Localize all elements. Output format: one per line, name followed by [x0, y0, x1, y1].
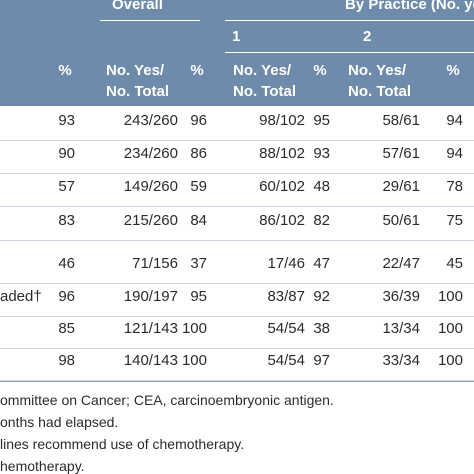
cell: 38: [313, 320, 330, 337]
cell: 85: [58, 320, 75, 337]
cell: 29/61: [382, 178, 420, 195]
row-label: aded†: [0, 288, 42, 305]
cell: 100: [181, 352, 207, 369]
column-header: No. Yes/ No. Total: [348, 62, 412, 100]
cell: 93: [313, 145, 330, 162]
cell: 94: [446, 112, 463, 129]
cell: 17/46: [267, 255, 305, 272]
header-rule: [225, 52, 474, 53]
cell: 92: [313, 288, 330, 305]
cell: 45: [446, 255, 463, 272]
cell: 100: [437, 352, 463, 369]
cell: 215/260: [123, 212, 178, 229]
header-band: [0, 0, 474, 106]
cell: 98/102: [259, 112, 305, 129]
cell: 22/47: [382, 255, 420, 272]
cell: 13/34: [382, 320, 420, 337]
row-rule: [0, 206, 474, 207]
cell: 190/197: [123, 288, 178, 305]
cell: 48: [313, 178, 330, 195]
footnote: lines recommend use of chemotherapy.: [0, 436, 245, 452]
cell: 59: [190, 178, 207, 195]
cell: 98: [58, 352, 75, 369]
cell: 47: [313, 255, 330, 272]
column-header: %: [313, 62, 327, 79]
cell: 96: [190, 112, 207, 129]
cell: 243/260: [123, 112, 178, 129]
practice-header: 2: [363, 28, 372, 45]
footnote: hemotherapy.: [0, 458, 85, 474]
cell: 234/260: [123, 145, 178, 162]
row-rule: [0, 173, 474, 174]
cell: 86/102: [259, 212, 305, 229]
cell: 97: [313, 352, 330, 369]
footnote: ommittee on Cancer; CEA, carcinoembryoni…: [0, 392, 334, 408]
cell: 82: [313, 212, 330, 229]
cell: 90: [58, 145, 75, 162]
row-rule: [0, 380, 474, 381]
cell: 83/87: [267, 288, 305, 305]
cell: 149/260: [123, 178, 178, 195]
column-header: %: [58, 62, 72, 79]
table-end-rule: [0, 381, 474, 382]
cell: 140/143: [123, 352, 178, 369]
group-header: Overall: [112, 0, 163, 13]
cell: 54/54: [267, 352, 305, 369]
cell: 100: [437, 320, 463, 337]
column-header: No. Yes/ No. Total: [106, 62, 170, 100]
cell: 71/156: [132, 255, 178, 272]
cell: 100: [181, 320, 207, 337]
cell: 78: [446, 178, 463, 195]
cell: 94: [446, 145, 463, 162]
cell: 83: [58, 212, 75, 229]
column-header: No. Yes/ No. Total: [233, 62, 297, 100]
cell: 93: [58, 112, 75, 129]
cell: 75: [446, 212, 463, 229]
cell: 86: [190, 145, 207, 162]
cell: 46: [58, 255, 75, 272]
cell: 33/34: [382, 352, 420, 369]
practice-header: 1: [232, 28, 241, 45]
cell: 58/61: [382, 112, 420, 129]
cell: 96: [58, 288, 75, 305]
row-rule: [0, 240, 474, 241]
cell: 100: [437, 288, 463, 305]
cell: 121/143: [123, 320, 178, 337]
cell: 50/61: [382, 212, 420, 229]
cell: 57: [58, 178, 75, 195]
header-rule: [100, 20, 200, 21]
cell: 57/61: [382, 145, 420, 162]
cell: 36/39: [382, 288, 420, 305]
footnote: onths had elapsed.: [0, 414, 119, 430]
column-header: %: [446, 62, 460, 79]
cell: 95: [190, 288, 207, 305]
cell: 84: [190, 212, 207, 229]
cell: 95: [313, 112, 330, 129]
row-rule: [0, 140, 474, 141]
cell: 37: [190, 255, 207, 272]
header-rule: [225, 20, 474, 21]
row-rule: [0, 283, 474, 284]
column-header: %: [190, 62, 204, 79]
cell: 88/102: [259, 145, 305, 162]
row-rule: [0, 348, 474, 349]
group-header: By Practice (No. yes: [345, 0, 474, 13]
cell: 54/54: [267, 320, 305, 337]
cell: 60/102: [259, 178, 305, 195]
row-rule: [0, 316, 474, 317]
